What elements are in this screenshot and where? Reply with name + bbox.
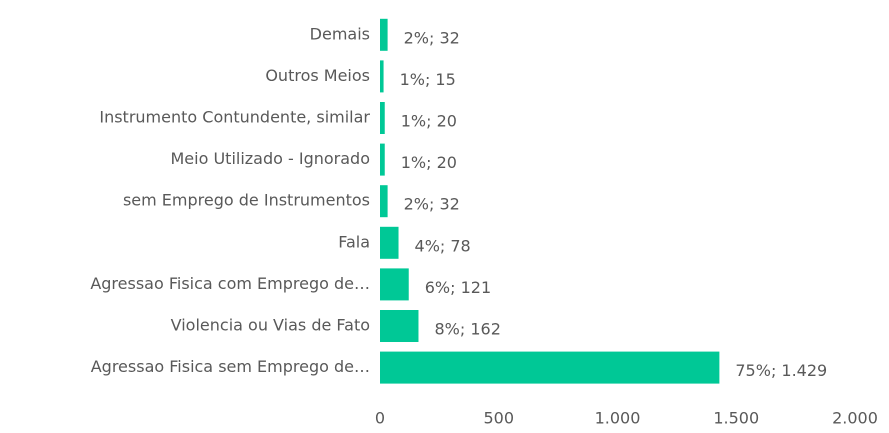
value-label: 75%; 1.429 — [735, 361, 827, 380]
bar — [380, 226, 399, 259]
value-label: 2%; 32 — [404, 195, 460, 214]
value-label: 1%; 15 — [400, 70, 456, 89]
value-label: 8%; 162 — [434, 320, 500, 339]
x-tick-label: 2.000 — [832, 409, 878, 428]
x-tick-label: 1.000 — [595, 409, 641, 428]
bar — [380, 310, 419, 342]
value-label: 6%; 121 — [425, 278, 491, 297]
x-tick-label: 500 — [483, 409, 514, 428]
value-label: 1%; 20 — [401, 112, 457, 131]
x-tick-label: 0 — [375, 409, 385, 428]
value-label: 1%; 20 — [401, 153, 457, 172]
y-tick-label: Fala — [338, 232, 370, 251]
y-tick-label: sem Emprego de Instrumentos — [123, 191, 370, 210]
y-tick-label: Instrumento Contundente, similar — [99, 108, 370, 127]
y-tick-label: Agressao Fisica com Emprego de… — [90, 274, 370, 293]
y-tick-label: Demais — [310, 24, 370, 43]
bar — [380, 60, 384, 93]
y-tick-label: Violencia ou Vias de Fato — [171, 316, 370, 335]
bar — [380, 351, 720, 384]
y-tick-label: Meio Utilizado - Ignorado — [170, 149, 370, 168]
bar — [380, 102, 385, 134]
bar — [380, 185, 388, 218]
x-tick-label: 1.500 — [713, 409, 759, 428]
value-label: 2%; 32 — [404, 28, 460, 47]
value-label: 4%; 78 — [415, 236, 471, 255]
bar — [380, 143, 385, 176]
y-tick-label: Agressao Fisica sem Emprego de… — [91, 357, 370, 376]
y-tick-label: Outros Meios — [265, 66, 370, 85]
bar — [380, 268, 409, 301]
bar — [380, 18, 388, 51]
